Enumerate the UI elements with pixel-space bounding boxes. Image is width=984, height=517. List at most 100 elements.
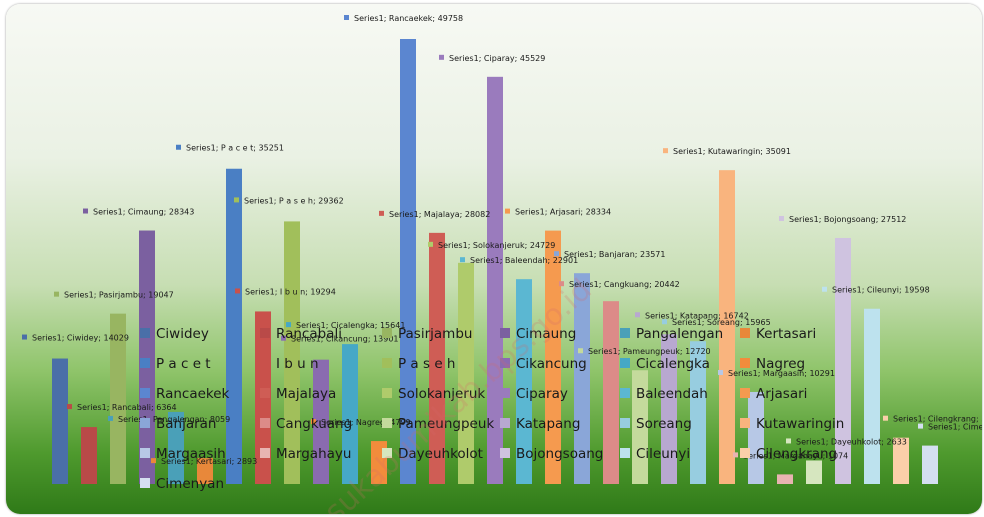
legend-swatch — [140, 388, 150, 398]
legend-swatch — [140, 448, 150, 458]
data-label: Series1; Ciwidey; 14029 — [32, 334, 129, 343]
data-label: Series1; Cimenyan; 4295 — [928, 423, 982, 432]
bar-kertasari — [197, 458, 213, 484]
data-label-marker — [286, 322, 291, 328]
legend-label: Pangalengan — [636, 326, 723, 342]
data-label-marker — [428, 241, 433, 247]
legend-swatch — [382, 418, 392, 428]
legend-swatch — [382, 448, 392, 458]
data-label: Series1; Cilengkrang; 5178 — [893, 415, 982, 424]
data-label: Series1; Rancabali; 6364 — [77, 403, 177, 412]
data-label: Series1; Soreang; 15965 — [672, 318, 771, 327]
data-label: Series1; Nagreg; 4799 — [321, 418, 411, 427]
data-label-marker — [918, 423, 923, 429]
data-label-marker — [379, 210, 384, 216]
data-label: Series1; Majalaya; 28082 — [389, 210, 490, 219]
legend-swatch — [500, 358, 510, 368]
bar-cikancung — [313, 359, 329, 484]
data-label-marker — [235, 288, 240, 294]
legend-label: Dayeuhkolot — [398, 446, 483, 462]
data-label-marker — [83, 208, 88, 214]
data-label-marker — [635, 312, 640, 318]
legend-swatch — [260, 328, 270, 338]
data-label-marker — [234, 197, 239, 203]
legend-swatch — [740, 388, 750, 398]
bar-arjasari — [545, 230, 561, 484]
data-label: Series1; Pangalengan; 8059 — [118, 415, 230, 424]
legend-label: Pameungpeuk — [398, 416, 494, 432]
data-label: Series1; Rancaekek; 49758 — [354, 14, 463, 23]
bar-majalaya — [429, 232, 445, 484]
data-label-marker — [663, 148, 668, 154]
bar-soreang — [690, 341, 706, 484]
bar-ciparay — [487, 76, 503, 484]
legend-label: Majalaya — [276, 386, 336, 402]
bar-bojongsoang — [835, 237, 851, 484]
legend-label: Baleendah — [636, 386, 708, 402]
data-label-marker — [54, 291, 59, 297]
data-label: Series1; P a c e t; 35251 — [186, 144, 284, 153]
legend-label: Cilengkrang — [756, 446, 837, 462]
data-label-marker — [311, 419, 316, 425]
data-label-marker — [67, 404, 72, 410]
bar-paseh — [284, 221, 300, 484]
legend-swatch — [500, 448, 510, 458]
data-labels-layer: Series1; Ciwidey; 14029 Series1; Rancabal… — [22, 14, 982, 466]
data-label: Series1; I b u n; 19294 — [245, 287, 336, 296]
data-label: Series1; Kutawaringin; 35091 — [673, 147, 791, 156]
data-label: Series1; Arjasari; 28334 — [515, 208, 611, 217]
legend-swatch — [740, 418, 750, 428]
legend-swatch — [620, 358, 630, 368]
data-label-marker — [786, 438, 791, 444]
data-label-marker — [718, 369, 723, 375]
data-label-marker — [460, 257, 465, 263]
data-label: Series1; Banjaran; 23571 — [564, 250, 665, 259]
data-label-marker — [151, 458, 156, 464]
legend-label: I b u n — [276, 356, 319, 372]
bar-kutawaringin — [719, 170, 735, 484]
data-label-marker — [883, 415, 888, 421]
legend-swatch — [260, 448, 270, 458]
legend-label: Kertasari — [756, 326, 816, 342]
data-label: Series1; Margahayu; 1074 — [743, 451, 848, 460]
data-label-marker — [779, 215, 784, 221]
legend: Ciwidey Rancabali Pasirjambu Cimaung Pangale… — [140, 326, 844, 492]
data-label: Series1; Cimaung; 28343 — [93, 208, 194, 217]
legend-swatch — [500, 388, 510, 398]
data-label: Series1; Margaasih; 10291 — [728, 369, 835, 378]
legend-label: Cikancung — [516, 356, 587, 372]
legend-swatch — [620, 328, 630, 338]
data-label: Series1; Ciparay; 45529 — [449, 54, 545, 63]
legend-label: Nagreg — [756, 356, 805, 372]
bar-margahayu — [777, 474, 793, 484]
bar-pangalengan — [168, 411, 184, 484]
data-label-marker — [554, 251, 559, 257]
legend-label: Margahayu — [276, 446, 351, 462]
bar-ciwidey — [52, 358, 68, 484]
legend-swatch — [260, 418, 270, 428]
legend-label: Cimenyan — [156, 476, 224, 492]
data-label: Series1; Bojongsoang; 27512 — [789, 215, 906, 224]
data-label: Series1; P a s e h; 29362 — [244, 196, 344, 205]
bar-pasirjambu — [110, 313, 126, 484]
bars-layer — [52, 39, 938, 485]
bar-cileunyi — [864, 308, 880, 484]
legend-swatch — [382, 328, 392, 338]
data-label: Series1; Kertasari; 2893 — [161, 457, 257, 466]
bar-chart: Series1; Ciwidey; 14029 Series1; Rancabal… — [22, 14, 982, 514]
bar-pameungpeuk — [632, 370, 648, 484]
legend-swatch — [140, 358, 150, 368]
legend-label: Cileunyi — [636, 446, 690, 462]
bar-cimaung — [139, 230, 155, 484]
data-label-marker — [662, 319, 667, 325]
bar-cimenyan — [922, 445, 938, 484]
data-label-marker — [22, 334, 27, 340]
bar-pacet — [226, 168, 242, 485]
data-label: Series1; Katapang; 16742 — [645, 311, 749, 320]
legend-label: Arjasari — [756, 386, 807, 402]
legend-swatch — [620, 388, 630, 398]
legend-swatch — [140, 328, 150, 338]
data-label-marker — [108, 415, 113, 421]
data-label-marker — [439, 54, 444, 60]
legend-label: Pasirjambu — [398, 326, 472, 342]
